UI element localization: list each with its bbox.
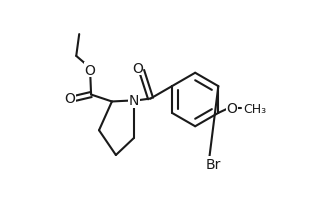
Text: CH₃: CH₃ [244, 102, 267, 115]
Text: O: O [226, 102, 237, 116]
Text: Br: Br [205, 157, 221, 171]
Text: O: O [64, 91, 75, 105]
Text: O: O [85, 63, 95, 77]
Text: O: O [132, 61, 143, 75]
Text: N: N [128, 94, 139, 108]
